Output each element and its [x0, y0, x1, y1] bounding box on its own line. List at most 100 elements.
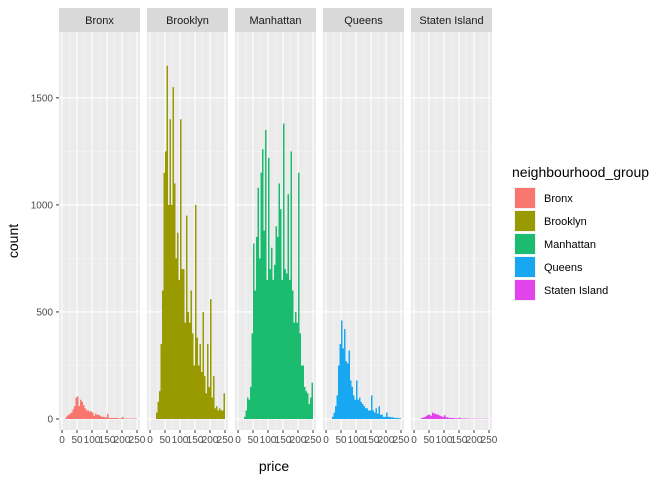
- histogram-bar: [117, 418, 119, 419]
- histogram-bar: [436, 414, 438, 419]
- histogram-bar: [104, 417, 106, 419]
- histogram-bar: [363, 406, 365, 419]
- histogram-bar: [399, 418, 401, 419]
- x-tick-label: 200: [290, 435, 307, 446]
- histogram-bar: [435, 413, 437, 419]
- histogram-bar: [184, 322, 186, 419]
- histogram-bar: [86, 410, 88, 419]
- histogram-bar: [101, 416, 103, 419]
- histogram-bar: [119, 418, 121, 419]
- histogram-bar: [432, 412, 434, 419]
- x-tick-label: 200: [466, 435, 483, 446]
- histogram-bar: [78, 406, 80, 419]
- facet-strip-label: Brooklyn: [166, 15, 209, 27]
- histogram-bar: [395, 417, 397, 419]
- histogram-bar: [244, 416, 246, 419]
- histogram-bar: [256, 237, 258, 419]
- histogram-bar: [439, 415, 441, 419]
- histogram-bar: [208, 386, 210, 419]
- histogram-bar: [69, 413, 71, 419]
- histogram-bar: [263, 230, 265, 419]
- y-tick-label: 500: [36, 307, 53, 318]
- legend-item: Queens: [514, 256, 583, 278]
- x-tick-label: 100: [436, 435, 453, 446]
- histogram-bar: [217, 410, 219, 419]
- histogram-bar: [181, 269, 183, 419]
- legend-label: Queens: [544, 262, 583, 274]
- x-tick-label: 0: [323, 435, 329, 446]
- histogram-bar: [456, 418, 458, 419]
- x-tick-label: 200: [114, 435, 131, 446]
- histogram-bar: [95, 413, 97, 419]
- legend-label: Manhattan: [544, 239, 596, 251]
- histogram-bar: [350, 380, 352, 419]
- legend-swatch: [515, 234, 535, 254]
- facet-strip: [147, 8, 228, 32]
- x-tick-label: 250: [481, 435, 498, 446]
- histogram-bar: [424, 416, 426, 419]
- x-axis-title: price: [259, 458, 290, 474]
- x-tick-label: 0: [147, 435, 153, 446]
- histogram-bar: [211, 397, 213, 419]
- histogram-bar: [351, 386, 353, 419]
- histogram-bar: [214, 408, 216, 419]
- histogram-bar: [332, 416, 334, 419]
- histogram-bar: [160, 344, 162, 419]
- histogram-bar: [93, 415, 95, 419]
- histogram-bar: [163, 172, 165, 419]
- histogram-bar: [120, 418, 122, 419]
- histogram-bar: [386, 412, 388, 419]
- histogram-bar: [430, 415, 432, 419]
- histogram-bar: [68, 414, 70, 419]
- x-tick-label: 150: [363, 435, 380, 446]
- x-tick-label: 250: [129, 435, 146, 446]
- x-tick-label: 150: [275, 435, 292, 446]
- histogram-bar: [396, 417, 398, 419]
- histogram-bar: [299, 333, 301, 419]
- histogram-bar: [429, 414, 431, 419]
- histogram-bar: [375, 408, 377, 419]
- histogram-bar: [362, 404, 364, 419]
- legend: neighbourhood_group Bronx Brooklyn Manhatt…: [512, 164, 649, 301]
- histogram-bar: [284, 269, 286, 419]
- histogram-bar: [421, 417, 423, 419]
- histogram-bar: [360, 401, 362, 419]
- histogram-bar: [342, 348, 344, 419]
- histogram-bar: [302, 365, 304, 419]
- x-tick-label: 50: [247, 435, 259, 446]
- histogram-bar: [257, 187, 259, 419]
- x-tick-label: 0: [235, 435, 241, 446]
- histogram-bar: [442, 416, 444, 419]
- histogram-bar: [377, 413, 379, 419]
- facet-strip-label: Manhattan: [250, 15, 302, 27]
- y-axis: 0 500 1000 1500: [31, 93, 59, 426]
- legend-swatch: [515, 188, 535, 208]
- histogram-bar: [292, 290, 294, 419]
- histogram-bar: [177, 232, 179, 419]
- histogram-bar: [380, 414, 382, 419]
- histogram-bar: [108, 417, 110, 419]
- legend-label: Staten Island: [544, 285, 608, 297]
- histogram-bar: [198, 365, 200, 419]
- histogram-bar: [210, 299, 212, 419]
- y-tick-label: 1000: [31, 200, 54, 211]
- legend-item: Brooklyn: [514, 210, 587, 232]
- histogram-bar: [72, 409, 74, 419]
- histogram-bar: [162, 290, 164, 419]
- histogram-bar: [77, 396, 79, 419]
- histogram-bar: [245, 410, 247, 419]
- histogram-bar: [311, 382, 313, 419]
- facet-strip: [411, 8, 492, 32]
- x-tick-label: 50: [335, 435, 347, 446]
- histogram-bar: [298, 172, 300, 419]
- x-tick-label: 200: [378, 435, 395, 446]
- histogram-bar: [290, 151, 292, 419]
- histogram-bar: [207, 344, 209, 419]
- histogram-bar: [353, 395, 355, 419]
- histogram-bar: [287, 194, 289, 419]
- histogram-bar: [171, 204, 173, 419]
- histogram-bar: [159, 391, 161, 419]
- histogram-bar: [269, 269, 271, 419]
